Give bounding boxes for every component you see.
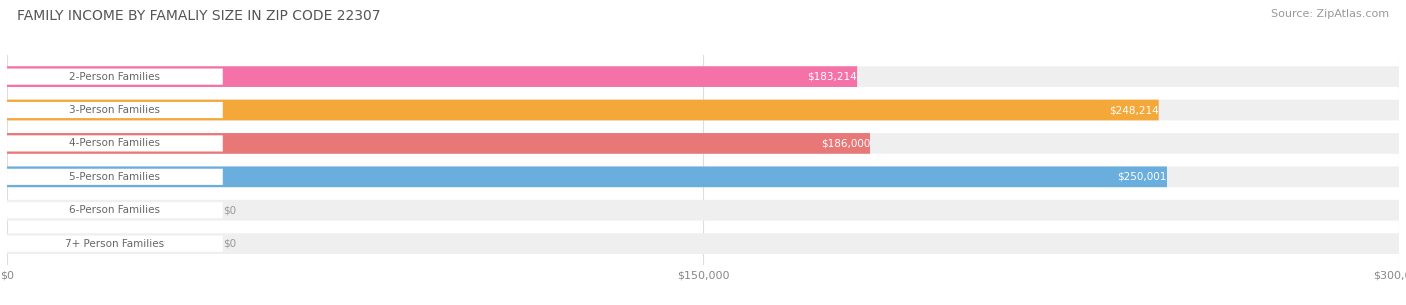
Text: 3-Person Families: 3-Person Families: [69, 105, 160, 115]
Text: $0: $0: [222, 239, 236, 249]
Text: $250,001: $250,001: [1118, 172, 1167, 182]
FancyBboxPatch shape: [7, 202, 222, 218]
Text: $248,214: $248,214: [1109, 105, 1159, 115]
FancyBboxPatch shape: [7, 167, 1167, 187]
Text: $183,214: $183,214: [807, 72, 858, 82]
Text: 4-Person Families: 4-Person Families: [69, 138, 160, 149]
FancyBboxPatch shape: [7, 66, 858, 87]
Text: 6-Person Families: 6-Person Families: [69, 205, 160, 215]
Text: $0: $0: [222, 205, 236, 215]
FancyBboxPatch shape: [7, 133, 1399, 154]
FancyBboxPatch shape: [7, 100, 1399, 120]
Text: 7+ Person Families: 7+ Person Families: [65, 239, 165, 249]
FancyBboxPatch shape: [7, 233, 1399, 254]
Text: FAMILY INCOME BY FAMALIY SIZE IN ZIP CODE 22307: FAMILY INCOME BY FAMALIY SIZE IN ZIP COD…: [17, 9, 381, 23]
Text: $186,000: $186,000: [821, 138, 870, 149]
FancyBboxPatch shape: [7, 167, 1399, 187]
FancyBboxPatch shape: [7, 200, 1399, 221]
FancyBboxPatch shape: [7, 100, 1159, 120]
Text: 2-Person Families: 2-Person Families: [69, 72, 160, 82]
FancyBboxPatch shape: [7, 102, 222, 118]
FancyBboxPatch shape: [7, 66, 1399, 87]
FancyBboxPatch shape: [7, 133, 870, 154]
FancyBboxPatch shape: [7, 169, 222, 185]
FancyBboxPatch shape: [7, 235, 222, 252]
Text: 5-Person Families: 5-Person Families: [69, 172, 160, 182]
Text: Source: ZipAtlas.com: Source: ZipAtlas.com: [1271, 9, 1389, 19]
FancyBboxPatch shape: [7, 69, 222, 85]
FancyBboxPatch shape: [7, 135, 222, 152]
